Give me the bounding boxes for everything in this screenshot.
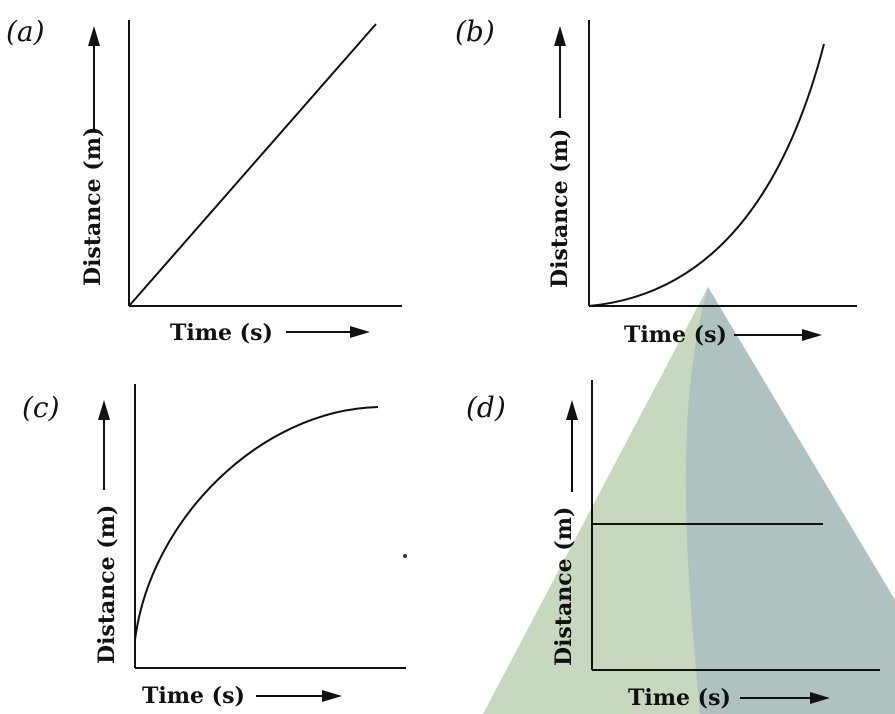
y-axis-label-a: Distance (m) <box>80 127 106 286</box>
distance-time-curve-c <box>134 406 379 641</box>
panel-label-d: (d) <box>466 391 506 424</box>
y-arrow-c <box>98 400 110 490</box>
panel-label-a: (a) <box>6 15 45 48</box>
panel-c: (c) Distance (m) Time (s) <box>22 384 407 709</box>
y-axis-label-b: Distance (m) <box>547 129 573 288</box>
x-arrow-c <box>256 690 342 702</box>
y-arrow-d <box>566 400 578 492</box>
x-arrow-b <box>734 329 822 341</box>
panel-b: (b) Distance (m) Time (s) <box>455 15 857 348</box>
panel-a: (a) Distance (m) Time (s) <box>6 15 402 346</box>
distance-time-curve-b <box>588 43 825 307</box>
x-axis-label-b: Time (s) <box>624 322 727 348</box>
x-axis-label-a: Time (s) <box>170 320 273 346</box>
y-axis-label-c: Distance (m) <box>94 505 120 664</box>
y-arrow-b <box>554 26 566 118</box>
panel-label-b: (b) <box>455 15 495 48</box>
y-arrow-a <box>88 26 100 130</box>
stray-dot <box>403 554 407 558</box>
panel-label-c: (c) <box>22 391 60 424</box>
distance-time-line-a <box>128 23 377 307</box>
y-axis-label-d: Distance (m) <box>551 507 577 666</box>
watermark-overlay <box>483 287 895 714</box>
panel-d: (d) Distance (m) Time (s) <box>466 380 880 711</box>
x-arrow-a <box>286 326 370 338</box>
x-arrow-d <box>740 692 830 704</box>
x-axis-label-d: Time (s) <box>628 685 731 711</box>
x-axis-label-c: Time (s) <box>142 683 245 709</box>
